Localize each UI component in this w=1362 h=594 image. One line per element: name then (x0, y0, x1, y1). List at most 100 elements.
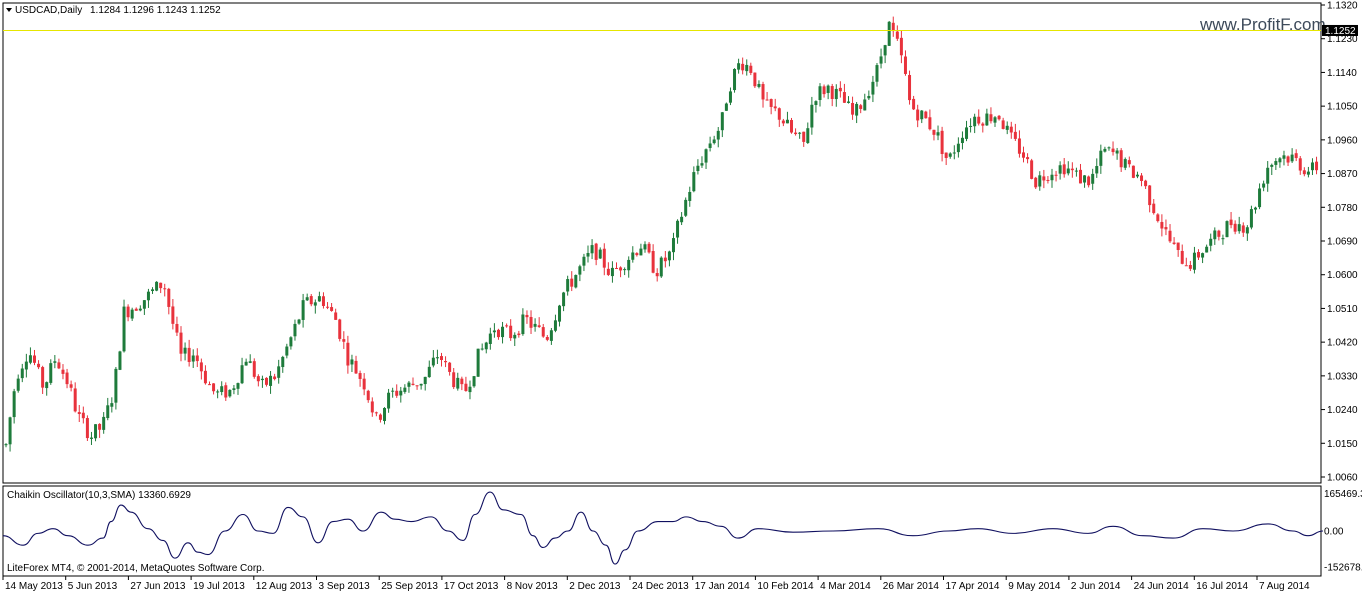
price-tick-label: 1.1140 (1327, 68, 1357, 79)
candle-bear (647, 243, 651, 253)
candle-bear (224, 385, 228, 398)
candle-bear (256, 376, 260, 382)
candle-bull (871, 81, 875, 95)
candle-bull (643, 244, 647, 250)
oscillator-title: Chaikin Oscillator(10,3,SMA) 13360.6929 (7, 490, 191, 501)
candle-bear (781, 120, 785, 124)
candle-bear (321, 296, 325, 306)
candle-bull (138, 308, 142, 311)
candle-bear (460, 378, 464, 385)
candle-bull (1225, 221, 1229, 238)
candle-bull (814, 101, 818, 105)
oscillator-tick-label: 0.00 (1324, 527, 1344, 538)
candle-bull (419, 383, 423, 386)
candle-bull (285, 346, 289, 356)
candle-bear (619, 267, 623, 271)
time-tick-label: 17 Jan 2014 (695, 581, 750, 592)
candle-bear (1156, 214, 1160, 222)
candle-bull (1306, 171, 1310, 175)
candle-bear (163, 288, 167, 290)
candle-bear (1078, 169, 1082, 184)
candle-bull (1066, 168, 1070, 174)
candle-bear (175, 323, 179, 333)
candle-bear (1176, 242, 1180, 251)
candle-bear (1164, 227, 1168, 230)
candle-bear (273, 376, 277, 380)
candle-bull (826, 85, 830, 93)
candle-bear (981, 123, 985, 126)
candle-bull (806, 128, 810, 143)
candle-bull (110, 403, 114, 407)
candle-bear (1046, 179, 1050, 181)
candle-bear (212, 383, 216, 392)
candle-bull (879, 56, 883, 64)
candle-bull (712, 139, 716, 144)
candle-bear (1144, 180, 1148, 187)
candle-bull (676, 220, 680, 238)
time-tick-label: 4 Mar 2014 (820, 581, 871, 592)
candle-bear (924, 111, 928, 119)
time-axis: 14 May 2013 5 Jun 2013 27 Jun 2013 19 Jul 2… (2, 576, 1310, 592)
candle-bear (794, 132, 798, 135)
candle-bull (855, 103, 859, 116)
candle-bear (1160, 221, 1164, 229)
candle-bear (940, 130, 944, 155)
candle-bear (464, 383, 468, 391)
candle-bull (993, 117, 997, 123)
candle-bull (623, 269, 627, 271)
candle-bear (1009, 126, 1013, 133)
candle-bull (45, 382, 49, 389)
candle-bear (32, 355, 36, 363)
candle-bull (4, 444, 8, 446)
candle-bear (395, 390, 399, 396)
oscillator-axis: 165469.3 0.00 -152678. (1324, 489, 1362, 574)
candle-bear (179, 332, 183, 354)
candle-bull (1266, 167, 1270, 184)
candle-bull (671, 238, 675, 253)
candle-bull (757, 83, 761, 87)
candle-bear (859, 105, 863, 109)
candle-bull (1058, 165, 1062, 174)
price-tick-label: 1.0870 (1327, 169, 1358, 180)
candle-bear (594, 243, 598, 260)
candle-bull (960, 137, 964, 144)
candle-bull (1282, 155, 1286, 159)
candle-bear (1294, 153, 1298, 159)
candle-bull (94, 424, 98, 439)
candle-bull (102, 416, 106, 430)
candle-bull (936, 132, 940, 136)
candle-bull (313, 302, 317, 306)
candle-bull (431, 357, 435, 366)
candle-bull (1209, 238, 1213, 246)
price-tick-label: 1.1230 (1327, 34, 1358, 45)
candle-bear (342, 339, 346, 342)
dropdown-triangle-icon[interactable] (6, 8, 12, 12)
candle-bear (997, 115, 1001, 120)
candle-bull (818, 86, 822, 101)
candle-bear (334, 312, 338, 320)
candle-bear (977, 116, 981, 124)
candle-bear (655, 272, 659, 277)
candle-bear (252, 361, 256, 377)
candle-bear (37, 363, 41, 368)
candle-bear (1241, 225, 1245, 233)
candle-bear (602, 248, 606, 268)
candle-bear (370, 401, 374, 413)
candle-bull (708, 143, 712, 148)
candle-bull (301, 300, 305, 320)
candle-bull (269, 375, 273, 386)
price-tick-label: 1.1320 (1327, 1, 1358, 12)
candle-bull (965, 127, 969, 139)
candle-bull (631, 252, 635, 260)
candle-bear (338, 319, 342, 339)
candle-bull (1258, 188, 1262, 208)
candle-bear (635, 253, 639, 256)
candle-bear (928, 117, 932, 130)
candle-bear (899, 37, 903, 56)
candle-bear (529, 316, 533, 328)
candle-bear (769, 99, 773, 107)
candle-bear (358, 373, 362, 379)
candle-bull (969, 125, 973, 127)
candle-bull (1192, 252, 1196, 270)
